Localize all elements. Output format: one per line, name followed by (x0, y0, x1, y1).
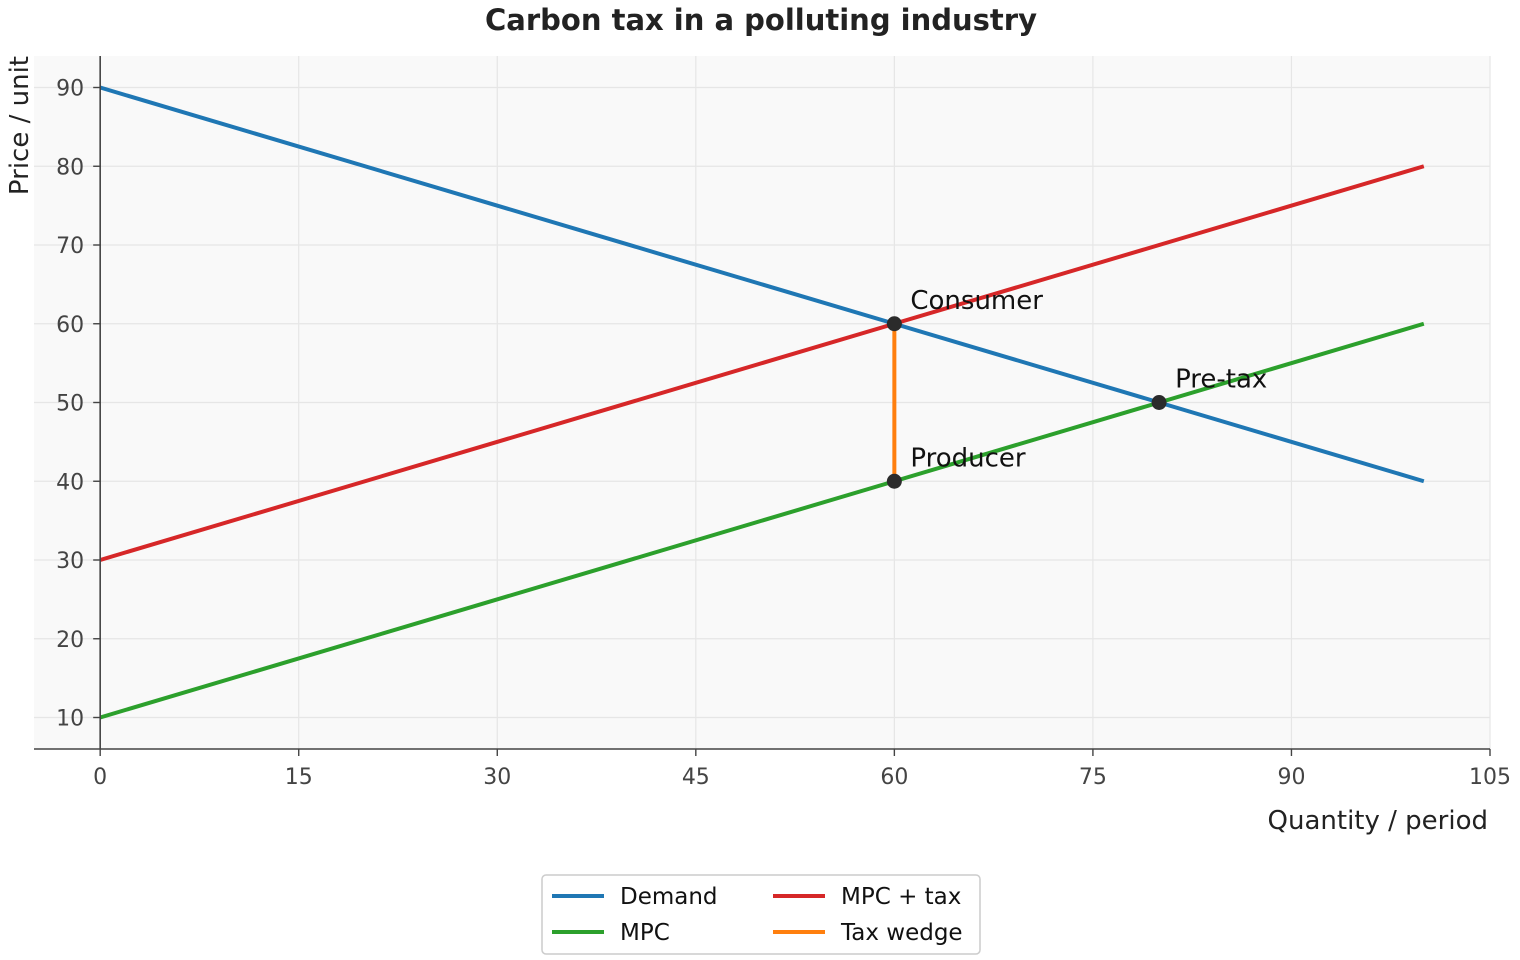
x-axis-title: Quantity / period (1268, 806, 1488, 836)
x-tick-label: 0 (93, 765, 107, 790)
point-label-producer: Producer (910, 443, 1026, 473)
series-line-mpc (99, 321, 1425, 720)
series-line-mpc-tax (99, 164, 1425, 562)
y-tick-label: 70 (56, 234, 84, 259)
chart-title: Carbon tax in a polluting industry (485, 3, 1037, 37)
y-tick-label: 90 (56, 77, 84, 102)
legend-label-mpc: MPC (620, 920, 670, 946)
axes: 0 15 30 45 60 75 90 105 10 20 30 40 50 60 70 80 90 (34, 56, 1511, 790)
y-tick-label: 40 (56, 470, 84, 495)
series-lines (99, 85, 1425, 720)
x-tick-label: 45 (682, 765, 710, 790)
point-label-pre-tax: Pre-tax (1175, 365, 1267, 395)
point-producer (886, 473, 902, 489)
legend-frame (541, 874, 981, 955)
legend-label-mpc-tax: MPC + tax (841, 884, 961, 910)
legend: Demand MPC + tax MPC Tax wedge (541, 874, 981, 955)
grid (34, 56, 1491, 749)
point-consumer (886, 316, 902, 332)
y-tick-label: 50 (56, 392, 84, 417)
legend-label-tax-wedge: Tax wedge (840, 920, 963, 946)
x-tick-label: 105 (1469, 765, 1511, 790)
legend-label-demand: Demand (620, 884, 718, 910)
y-tick-label: 20 (56, 628, 84, 653)
points: Consumer Producer Pre-tax (886, 286, 1267, 489)
x-tick-label: 15 (285, 765, 313, 790)
y-tick-label: 10 (56, 707, 84, 732)
x-tick-label: 30 (483, 765, 511, 790)
x-tick-label: 60 (880, 765, 908, 790)
x-tick-label: 90 (1277, 765, 1305, 790)
y-tick-label: 60 (56, 313, 84, 338)
point-pre-tax (1151, 395, 1167, 410)
y-tick-label: 30 (56, 549, 84, 574)
y-axis-title: Price / unit (5, 56, 35, 195)
point-label-consumer: Consumer (910, 286, 1043, 316)
x-tick-label: 75 (1079, 765, 1107, 790)
y-tick-label: 80 (56, 155, 84, 180)
series-line-demand (99, 85, 1425, 484)
